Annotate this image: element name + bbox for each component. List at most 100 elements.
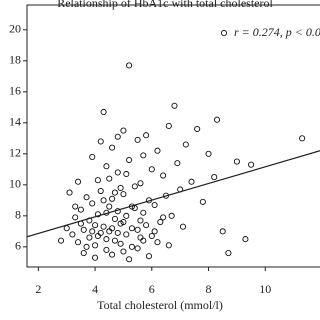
point	[114, 229, 121, 236]
point	[114, 169, 121, 176]
point	[83, 194, 90, 201]
point	[123, 170, 130, 178]
point	[140, 152, 147, 159]
point	[97, 187, 104, 195]
point	[89, 153, 96, 160]
y-tick-label: 16	[9, 84, 21, 98]
point	[137, 180, 144, 187]
point	[137, 234, 144, 241]
x-tick-label: 6	[149, 282, 155, 296]
point	[143, 132, 150, 139]
point	[182, 141, 189, 148]
point	[103, 246, 110, 253]
point	[199, 198, 206, 205]
point	[205, 150, 212, 157]
y-tick-label: 14	[9, 115, 21, 129]
point	[100, 223, 107, 230]
y-tick-label: 20	[9, 22, 21, 36]
point	[106, 203, 113, 210]
point	[109, 251, 116, 258]
point	[94, 232, 101, 240]
point	[160, 214, 167, 221]
point	[80, 249, 87, 257]
point	[111, 189, 118, 196]
point	[75, 178, 82, 185]
point	[194, 125, 201, 133]
point	[94, 211, 101, 218]
point	[140, 209, 147, 216]
point	[120, 127, 127, 134]
point	[148, 232, 155, 240]
point	[248, 161, 255, 168]
point	[151, 201, 158, 209]
point	[103, 236, 110, 243]
point	[299, 135, 306, 142]
point	[86, 234, 93, 241]
point	[92, 222, 99, 229]
point	[171, 102, 178, 109]
point	[154, 147, 161, 154]
point	[77, 206, 84, 213]
point	[72, 203, 79, 210]
point	[63, 225, 70, 232]
point	[97, 229, 104, 236]
x-axis-label: Total cholesterol (mmol/l)	[97, 298, 223, 312]
point	[109, 225, 116, 232]
point	[109, 144, 116, 151]
annotation: r = 0.274, p < 0.001	[234, 25, 320, 39]
point	[174, 160, 181, 167]
point	[111, 237, 118, 244]
point	[94, 177, 101, 184]
point	[75, 239, 82, 246]
point	[140, 237, 147, 244]
point	[233, 158, 240, 165]
point	[106, 228, 113, 235]
regression-line	[27, 150, 320, 238]
point	[92, 242, 99, 249]
point	[126, 256, 133, 263]
legend-marker	[220, 29, 228, 37]
point	[89, 200, 96, 207]
point	[219, 228, 226, 235]
point	[145, 253, 153, 260]
point	[131, 183, 138, 190]
point	[66, 189, 73, 196]
point	[143, 222, 150, 229]
point	[134, 245, 141, 252]
point	[117, 240, 124, 247]
x-tick-label: 10	[259, 282, 271, 296]
point	[211, 174, 218, 181]
point	[117, 184, 124, 191]
point	[137, 217, 144, 224]
point	[126, 62, 133, 69]
point	[97, 138, 104, 145]
point	[134, 226, 141, 233]
plot-frame	[26, 4, 320, 268]
point	[213, 116, 221, 123]
point	[165, 122, 172, 129]
point	[128, 225, 135, 232]
point	[168, 212, 175, 219]
y-tick-label: 6	[15, 239, 21, 253]
point	[123, 231, 130, 238]
point	[123, 212, 130, 219]
y-tick-label: 10	[9, 177, 21, 191]
point	[100, 108, 107, 116]
y-tick-label: 8	[15, 208, 21, 222]
x-tick-label: 8	[206, 282, 212, 296]
x-tick-label: 2	[35, 282, 41, 296]
plot-area	[27, 62, 320, 263]
point	[128, 243, 135, 250]
point	[188, 178, 195, 185]
point	[100, 197, 107, 204]
point	[151, 228, 158, 235]
point	[120, 218, 127, 226]
point	[120, 248, 127, 255]
point	[72, 214, 79, 221]
point	[242, 236, 249, 243]
y-tick-label: 12	[9, 146, 21, 160]
point	[179, 223, 187, 230]
point	[69, 231, 76, 238]
